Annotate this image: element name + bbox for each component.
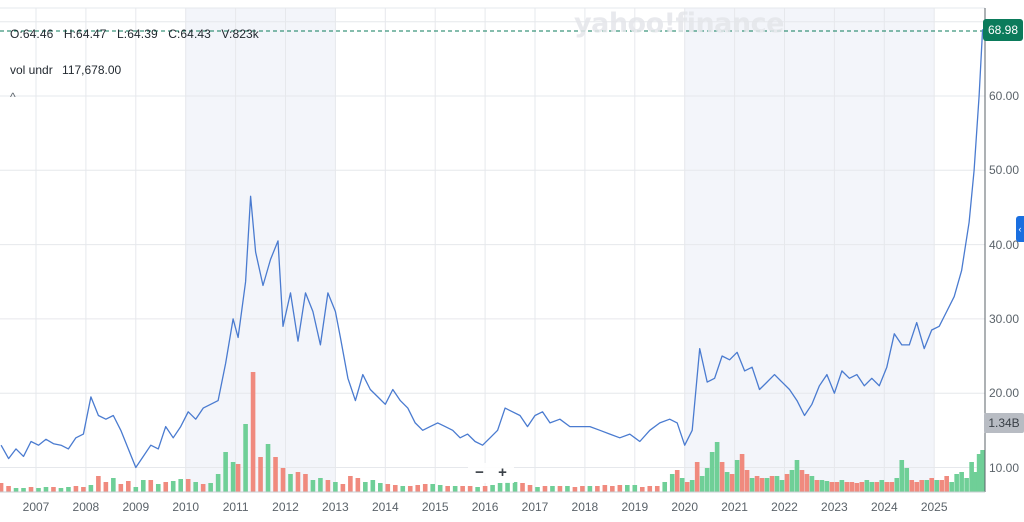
horizontal-gridlines (0, 7, 985, 468)
x-axis-tick-label: 2009 (122, 500, 150, 514)
open-value: O:64.46 (10, 27, 54, 41)
zoom-in-button[interactable]: + (498, 464, 507, 481)
shaded-period (185, 8, 336, 492)
study-legend[interactable]: vol undr 117,678.00 (10, 63, 127, 77)
x-axis-tick-label: 2010 (172, 500, 200, 514)
x-axis-tick-label: 2016 (471, 500, 499, 514)
x-axis-tick-label: 2019 (621, 500, 649, 514)
high-value: H:64.47 (63, 27, 107, 41)
y-axis-tick-label: 30.00 (989, 311, 1020, 326)
x-axis-tick-label: 2020 (671, 500, 699, 514)
x-axis-tick-label: 2015 (421, 500, 449, 514)
last-volume-tag: 1.34B (984, 413, 1024, 433)
expand-panel-chevron-left-icon[interactable]: ‹ (1016, 216, 1024, 242)
ohlc-legend: O:64.46 H:64.47 L:64.39 C:64.43 V:823k (10, 27, 266, 41)
x-axis-tick-label: 2012 (272, 500, 299, 514)
x-axis-tick-label: 2023 (821, 500, 848, 514)
x-axis-tick-label: 2024 (870, 500, 898, 514)
low-value: L:64.39 (117, 27, 158, 41)
volume-value: V:823k (221, 27, 259, 41)
study-value: 117,678.00 (62, 63, 122, 77)
shaded-period (684, 8, 935, 492)
x-axis-tick-label: 2008 (72, 500, 100, 514)
collapse-legend-chevron-up-icon[interactable]: ^ (10, 90, 16, 104)
x-axis-tick-label: 2011 (222, 500, 249, 514)
close-value: C:64.43 (168, 27, 211, 41)
y-axis-tick-label: 20.00 (989, 386, 1020, 401)
study-name: vol undr (10, 63, 53, 77)
price-line (0, 29, 984, 469)
y-axis-tick-label: 60.00 (989, 89, 1020, 103)
x-axis-tick-label: 2018 (571, 500, 599, 514)
x-axis-tick-label: 2017 (521, 500, 549, 514)
last-price-tag: 68.98 (983, 19, 1023, 41)
zoom-out-button[interactable]: − (475, 464, 484, 481)
vertical-gridlines (35, 8, 935, 492)
x-axis-tick-label: 2025 (920, 500, 948, 514)
x-axis-tick-label: 2022 (771, 500, 798, 514)
y-axis-tick-label: 10.00 (989, 460, 1020, 475)
zoom-controls: − + (468, 463, 514, 483)
yahoo-finance-watermark: yahoo!finance (574, 8, 784, 39)
x-axis-tick-label: 2013 (322, 500, 349, 514)
y-axis-tick-label: 40.00 (989, 237, 1020, 252)
y-axis-tick-label: 50.00 (989, 163, 1020, 178)
volume-bars (0, 372, 985, 492)
x-axis-tick-label: 2007 (22, 500, 50, 514)
x-axis-tick-label: 2021 (721, 500, 748, 514)
x-axis-tick-label: 2014 (371, 500, 399, 514)
shaded-periods (185, 8, 935, 492)
